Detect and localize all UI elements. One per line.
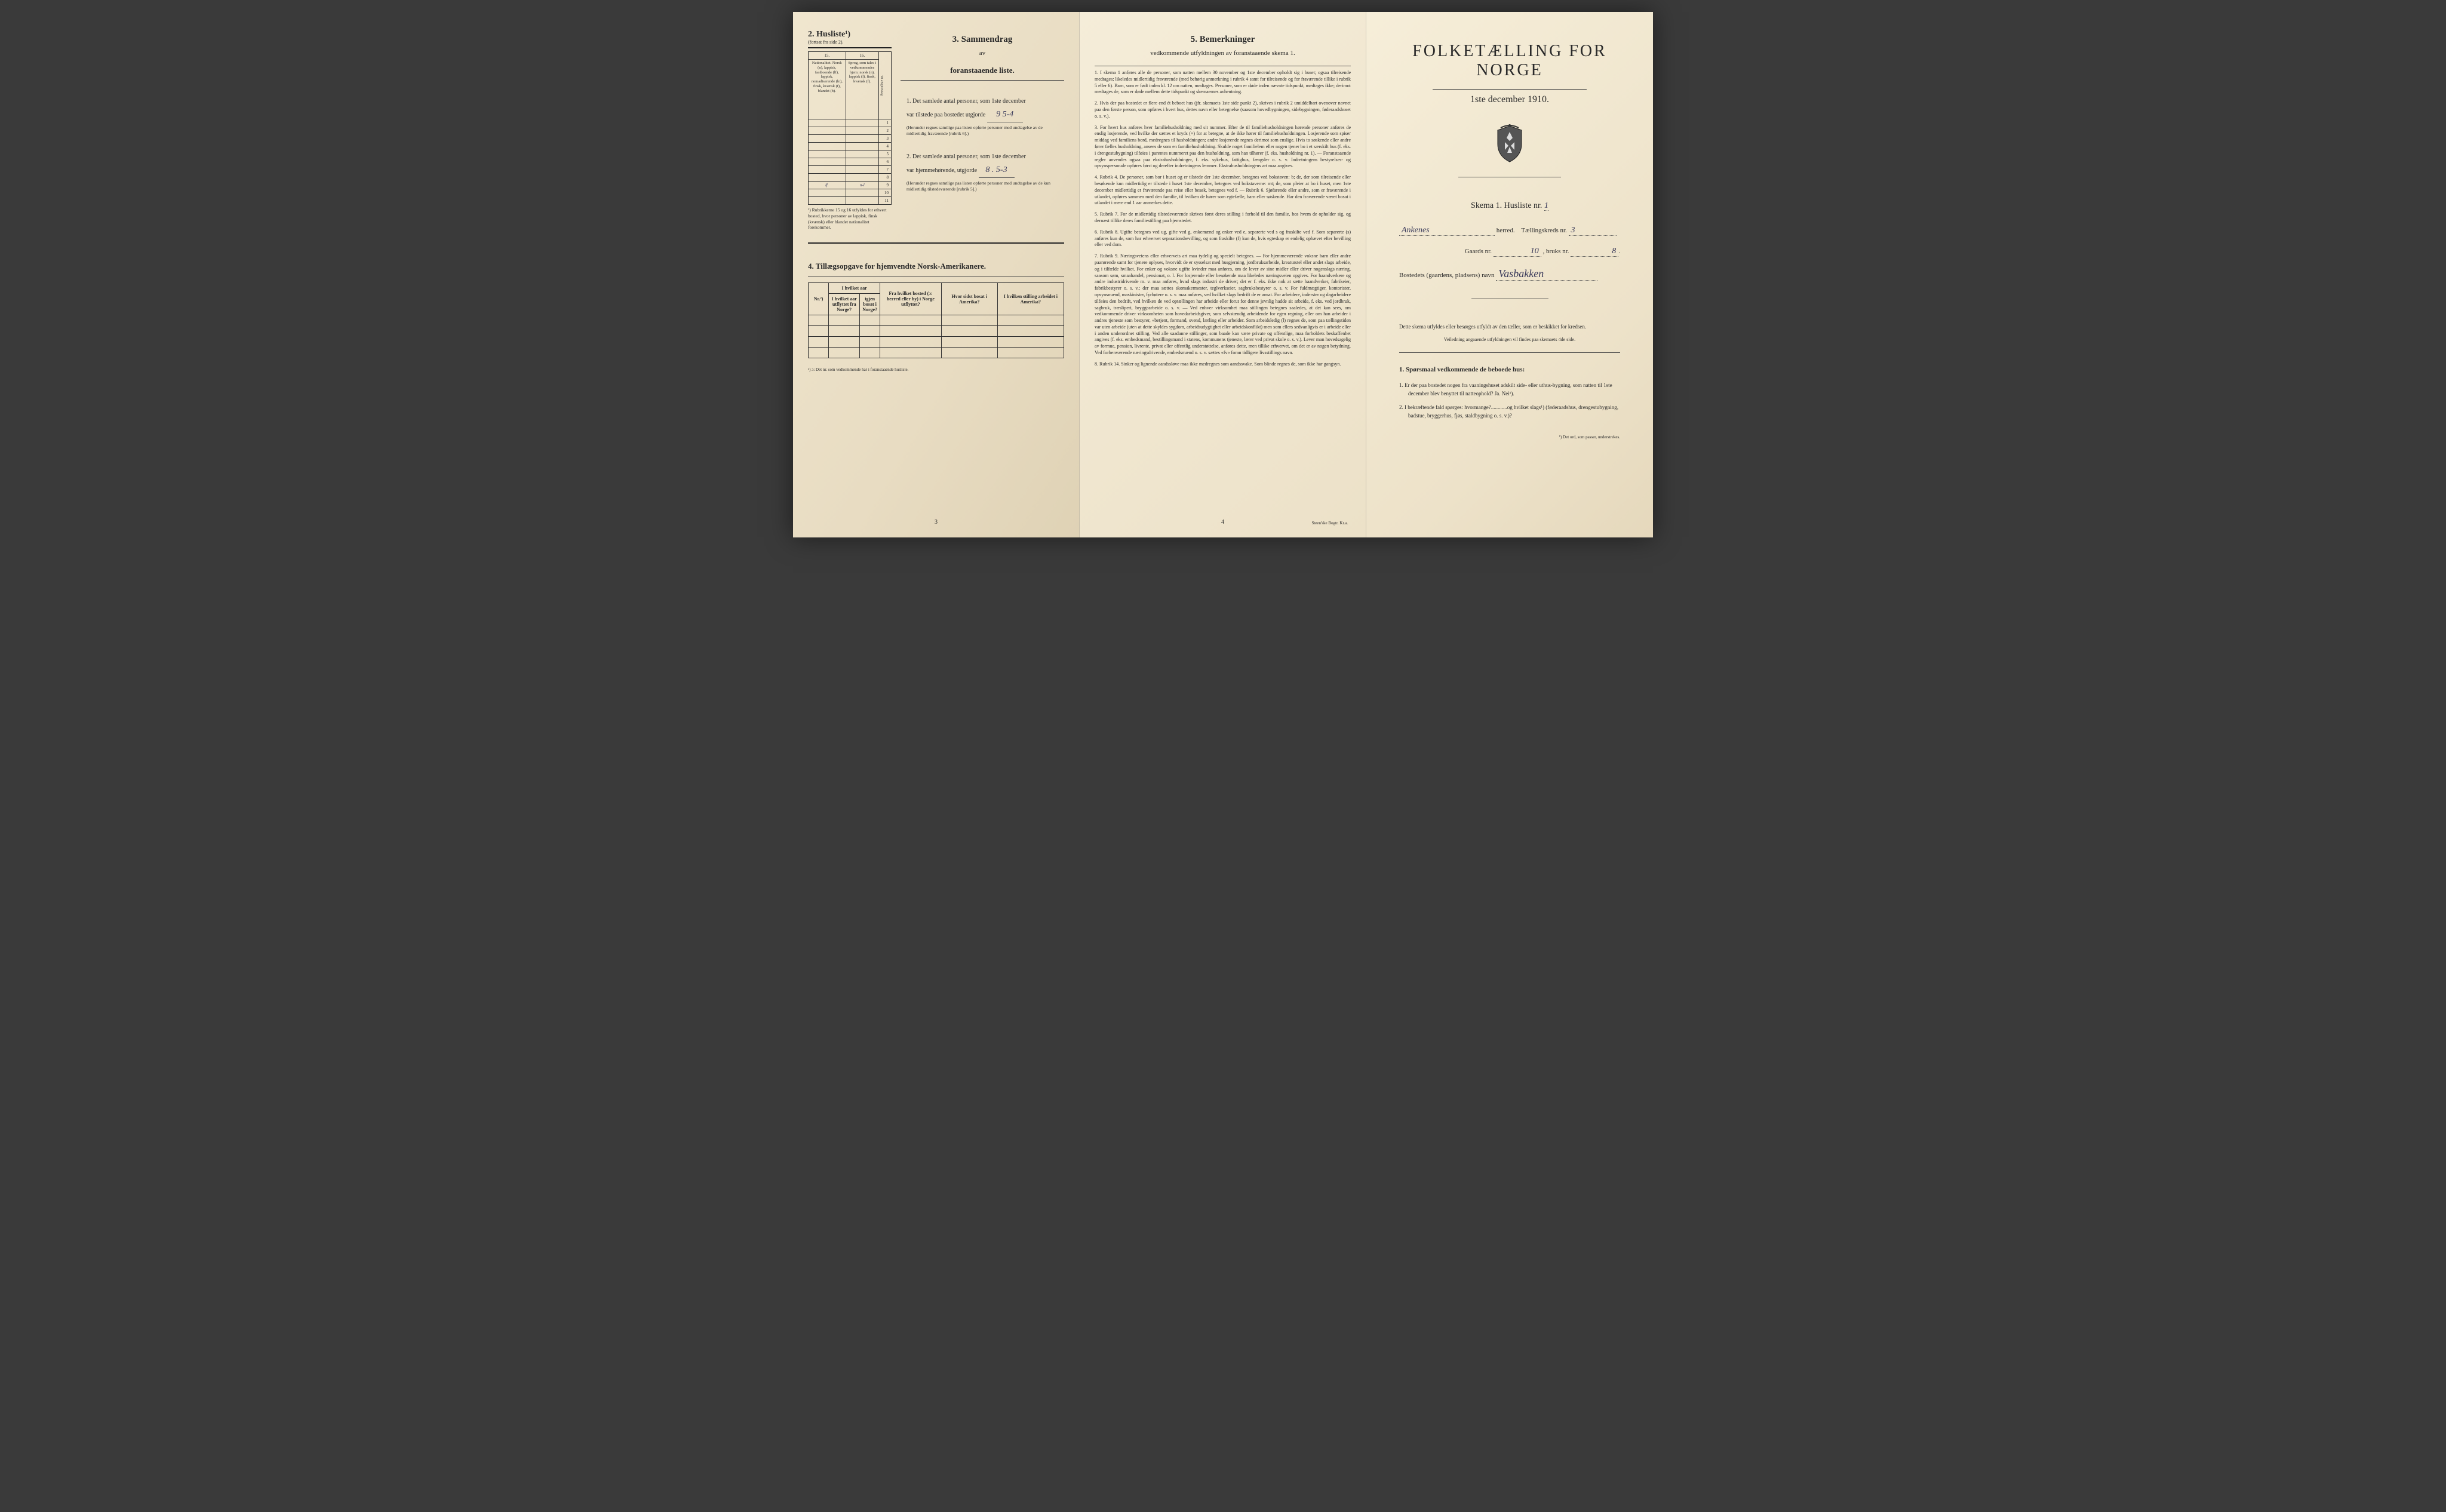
gaards-label: Gaards nr.	[1465, 248, 1492, 255]
sammendrag-title: 3. Sammendrag	[901, 35, 1064, 45]
item2-note: (Herunder regnes samtlige paa listen opf…	[907, 180, 1058, 192]
row-num: 1	[879, 119, 892, 127]
row-num: 6	[879, 158, 892, 166]
th-aar: I hvilket aar	[829, 283, 880, 294]
col-15-num: 15.	[809, 52, 846, 60]
table-row	[809, 315, 1064, 326]
tillaeg-table: Nr.²) I hvilket aar Fra hvilket bosted (…	[808, 282, 1064, 358]
sammendrag-av: av	[901, 50, 1064, 57]
sammendrag-item-1: 1. Det samlede antal personer, som 1ste …	[907, 96, 1058, 137]
census-date: 1ste december 1910.	[1381, 94, 1638, 105]
census-document: 2. Husliste¹) (fortsat fra side 2). 15. …	[793, 12, 1653, 537]
remark-item: 3. For hvert hus anføres hver familiehus…	[1095, 125, 1351, 170]
kreds-label: Tællingskreds nr.	[1521, 227, 1566, 234]
sammendrag-item-2: 2. Det samlede antal personer, som 1ste …	[907, 152, 1058, 192]
remark-item: 4. Rubrik 4. De personer, som bor i huse…	[1095, 174, 1351, 207]
skema-line: Skema 1. Husliste nr. 1	[1381, 201, 1638, 211]
tillaeg-section: 4. Tillægsopgave for hjemvendte Norsk-Am…	[808, 262, 1064, 372]
row-num: 8	[879, 174, 892, 182]
gaards-val: 10	[1494, 247, 1541, 257]
col-15-header: Nationalitet. Norsk (n), lappisk, fastbo…	[809, 60, 846, 119]
item1-pre: 1. Det samlede antal personer, som 1ste …	[907, 96, 1058, 107]
page-1: 2. Husliste¹) (fortsat fra side 2). 15. …	[793, 12, 1080, 537]
husliste-footnote: ¹) Rubrikkerne 15 og 16 utfyldes for eth…	[808, 207, 892, 231]
remark-item: 1. I skema 1 anføres alle de personer, s…	[1095, 70, 1351, 96]
sammendrag-section: 3. Sammendrag av foranstaaende liste. 1.…	[901, 30, 1064, 231]
remark-item: 7. Rubrik 9. Næringsveiens eller erhverv…	[1095, 253, 1351, 357]
item2-pre: 2. Det samlede antal personer, som 1ste …	[907, 152, 1058, 162]
remark-item: 6. Rubrik 8. Ugifte betegnes ved ug, gif…	[1095, 229, 1351, 248]
bemerkninger-list: 1. I skema 1 anføres alle de personer, s…	[1095, 70, 1351, 368]
item1-note: (Herunder regnes samtlige paa listen opf…	[907, 125, 1058, 137]
page-number: 3	[793, 519, 1079, 525]
herred-val: Ankenes	[1399, 226, 1495, 236]
col-16-header: Sprog, som tales i vedkommendes hjem: no…	[846, 60, 879, 119]
instruction-main: Dette skema utfyldes eller besørges utfy…	[1399, 323, 1620, 331]
th-bosted: Fra hvilket bosted (ɔ: herred eller by) …	[880, 283, 942, 315]
item1-val: 9 5-4	[987, 107, 1023, 122]
question-2: 2. I bekræftende fald spørges: hvormange…	[1408, 404, 1620, 420]
hw-col16: n-l	[846, 182, 879, 189]
bemerkninger-title: 5. Bemerkninger	[1095, 35, 1351, 45]
instructions: Dette skema utfyldes eller besørges utfy…	[1381, 323, 1638, 420]
remark-item: 2. Hvis der paa bostedet er flere end ét…	[1095, 100, 1351, 119]
husliste-section: 2. Husliste¹) (fortsat fra side 2). 15. …	[808, 30, 892, 231]
herred-line: Ankenes herred. Tællingskreds nr. 3	[1381, 226, 1638, 236]
bosted-val: Vasbakken	[1496, 268, 1597, 281]
skema-label: Skema 1. Husliste nr.	[1471, 201, 1542, 210]
remark-item: 8. Rubrik 14. Sinker og lignende aandssl…	[1095, 361, 1351, 368]
main-title: FOLKETÆLLING FOR NORGE	[1381, 42, 1638, 80]
table-row	[809, 348, 1064, 358]
question-1: 1. Er der paa bostedet nogen fra vaaning…	[1408, 382, 1620, 398]
page-2: 5. Bemerkninger vedkommende utfyldningen…	[1080, 12, 1366, 537]
question-title: 1. Spørsmaal vedkommende de beboede hus:	[1399, 365, 1620, 375]
bruks-val: 8	[1571, 247, 1618, 257]
printer-mark: Steen'ske Bogtr. Kr.a.	[1311, 521, 1348, 525]
husliste-subtitle: (fortsat fra side 2).	[808, 39, 892, 45]
page-3: FOLKETÆLLING FOR NORGE 1ste december 191…	[1366, 12, 1653, 537]
item2-mid: var hjemmehørende, utgjorde	[907, 167, 977, 174]
page3-footnote: ¹) Det ord, som passer, understrekes.	[1381, 435, 1638, 440]
item1-mid: var tilstede paa bostedet utgjorde	[907, 112, 985, 118]
instruction-sub: Veiledning angaaende utfyldningen vil fi…	[1399, 336, 1620, 343]
row-num: 2	[879, 127, 892, 135]
bemerkninger-subtitle: vedkommende utfyldningen av foranstaaend…	[1095, 50, 1351, 57]
bosted-label: Bostedets (gaardens, pladsens) navn	[1399, 272, 1494, 279]
row-num: 5	[879, 150, 892, 158]
table-row	[809, 337, 1064, 348]
col-16-num: 16.	[846, 52, 879, 60]
row-num: 4	[879, 143, 892, 150]
item2-val: 8 . 5-3	[979, 162, 1015, 178]
row-num: 3	[879, 135, 892, 143]
th-nr: Nr.²)	[809, 283, 829, 315]
kreds-val: 3	[1569, 226, 1617, 236]
th-stilling: I hvilken stilling arbeidet i Amerika?	[997, 283, 1064, 315]
row-num: 9	[879, 182, 892, 189]
bruks-label: , bruks nr.	[1543, 248, 1569, 255]
row-num: 11	[879, 197, 892, 205]
th-igjen: igjen bosat i Norge?	[860, 294, 880, 315]
herred-label: herred.	[1497, 227, 1515, 234]
row-num: 7	[879, 166, 892, 174]
tillaeg-title: 4. Tillægsopgave for hjemvendte Norsk-Am…	[808, 262, 1064, 271]
th-sidst: Hvor sidst bosat i Amerika?	[941, 283, 997, 315]
bosted-line: Bostedets (gaardens, pladsens) navn Vasb…	[1381, 268, 1638, 281]
coat-of-arms-icon	[1492, 123, 1528, 165]
table-row	[809, 326, 1064, 337]
side-header: Personliste nr.	[879, 52, 892, 119]
tillaeg-footnote: ²) ɔ: Det nr. som vedkommende har i fora…	[808, 367, 1064, 372]
skema-val: 1	[1544, 201, 1548, 211]
hw-col15: lf.	[809, 182, 846, 189]
th-utflyttet: I hvilket aar utflyttet fra Norge?	[829, 294, 860, 315]
remark-item: 5. Rubrik 7. For de midlertidig tilstede…	[1095, 211, 1351, 225]
gaards-line: Gaards nr. 10 , bruks nr. 8.	[1381, 247, 1638, 257]
husliste-title: 2. Husliste¹)	[808, 30, 892, 39]
sammendrag-subtitle: foranstaaende liste.	[901, 66, 1064, 75]
row-num: 10	[879, 189, 892, 197]
husliste-table: 15. 16. Personliste nr. Nationalitet. No…	[808, 51, 892, 205]
